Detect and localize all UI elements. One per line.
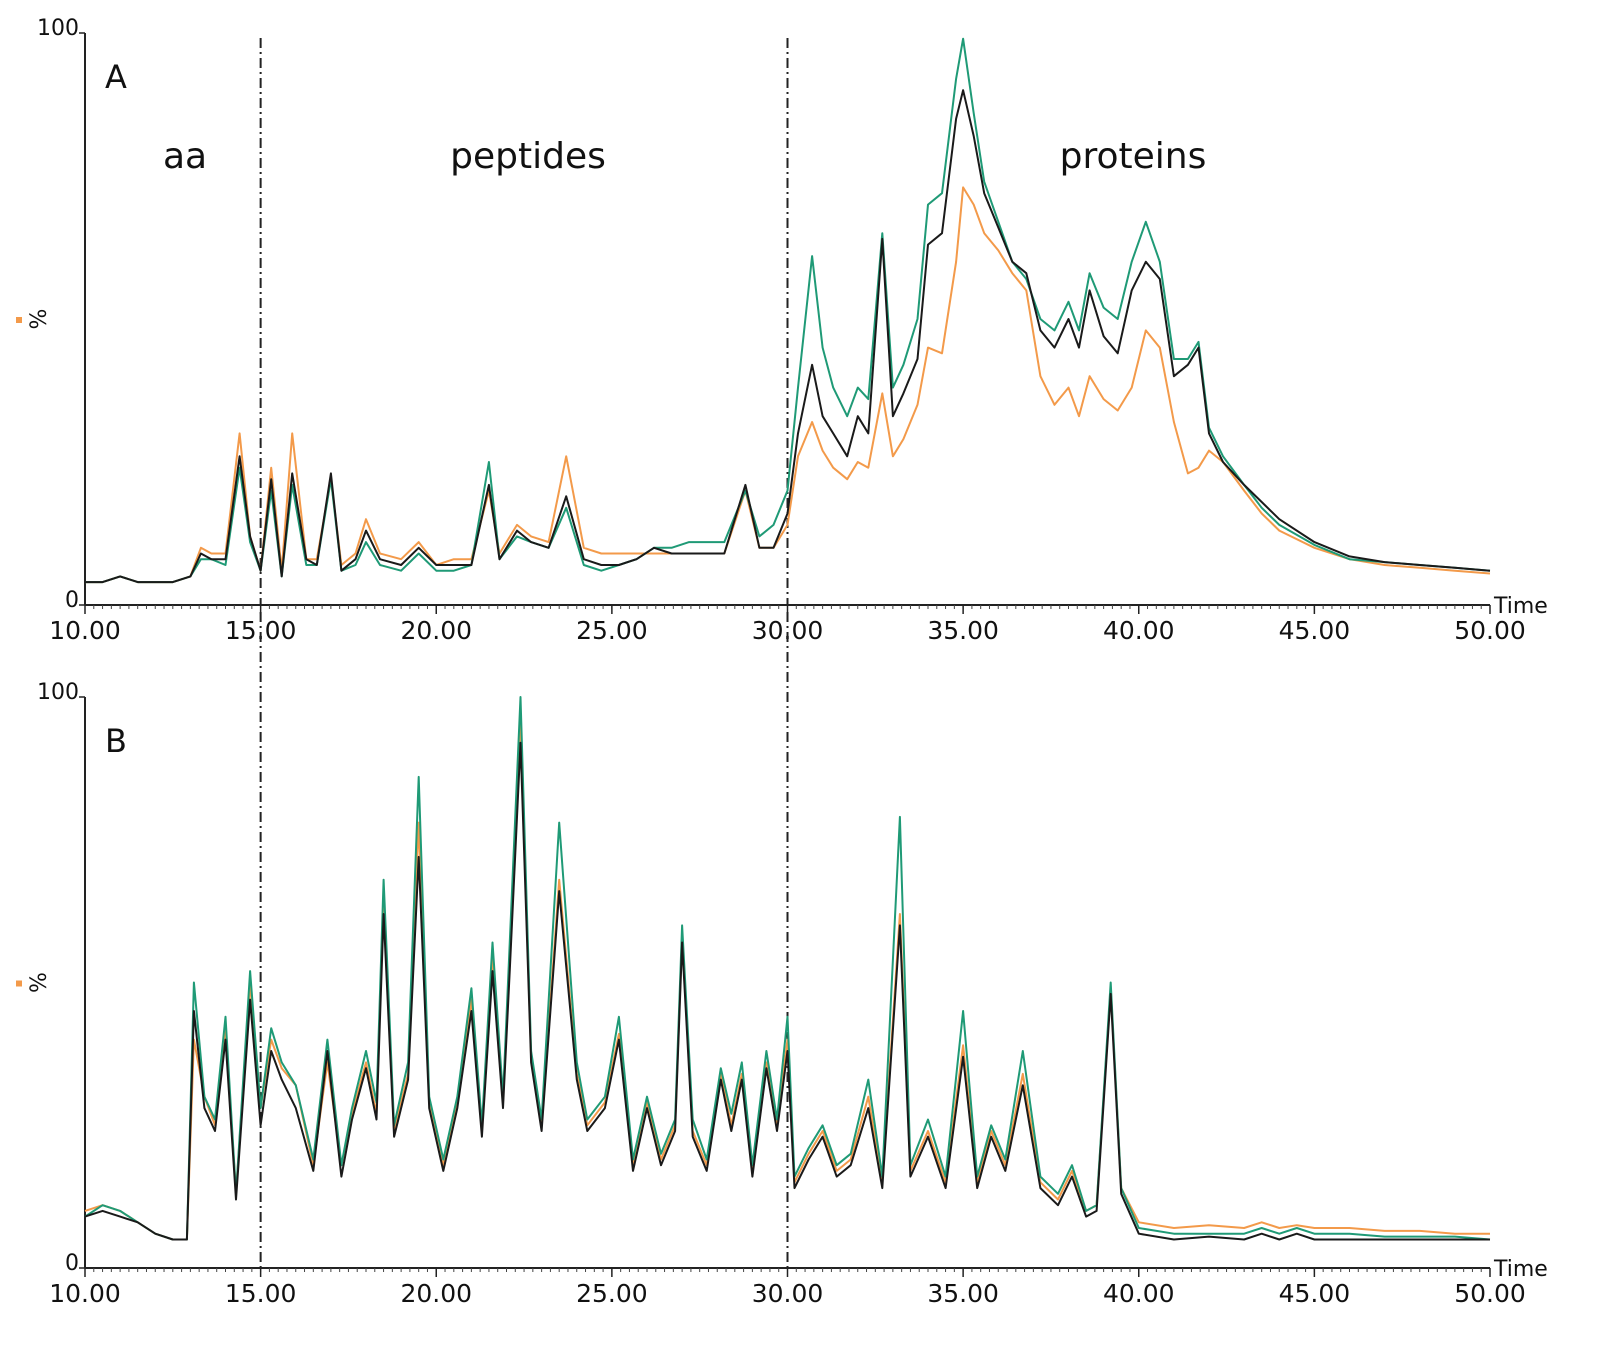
- y-label-marker: [16, 317, 22, 323]
- x-tick-label: 20.00: [400, 616, 472, 645]
- x-tick-label: 10.00: [49, 1279, 121, 1308]
- region-label: proteins: [1060, 136, 1207, 177]
- x-tick-label: 35.00: [927, 616, 999, 645]
- x-tick-label: 50.00: [1454, 616, 1526, 645]
- region-label: peptides: [450, 136, 606, 177]
- region-label: aa: [163, 136, 207, 177]
- x-tick-label: 40.00: [1103, 616, 1175, 645]
- x-tick-label: 45.00: [1279, 1279, 1351, 1308]
- series-line: [85, 37, 1491, 584]
- y-label-marker: [16, 980, 22, 987]
- x-tick-label: 20.00: [400, 1279, 472, 1308]
- y-tick-label: 100: [37, 16, 79, 41]
- x-tick-label: 25.00: [576, 616, 648, 645]
- x-tick-label: 15.00: [225, 1279, 297, 1308]
- x-tick-label: 40.00: [1103, 1279, 1175, 1308]
- x-tick-label: 10.00: [49, 616, 121, 645]
- x-tick-label: 25.00: [576, 1279, 648, 1308]
- x-tick-label: 45.00: [1279, 616, 1351, 645]
- y-axis-label: %: [27, 309, 52, 330]
- panel-label: B: [105, 722, 127, 760]
- y-axis-label: %: [27, 972, 52, 993]
- x-tick-label: 30.00: [752, 1279, 824, 1308]
- x-axis-label: Time: [1493, 594, 1548, 619]
- y-tick-label: 0: [65, 588, 79, 613]
- series-line: [84, 724, 1490, 1241]
- panel-label: A: [105, 58, 127, 96]
- x-axis-label: Time: [1493, 1257, 1548, 1282]
- series-line: [85, 89, 1491, 584]
- y-tick-label: 100: [37, 680, 79, 705]
- x-tick-label: 50.00: [1454, 1279, 1526, 1308]
- y-tick-label: 0: [65, 1251, 79, 1276]
- x-tick-label: 35.00: [927, 1279, 999, 1308]
- series-line: [84, 741, 1490, 1241]
